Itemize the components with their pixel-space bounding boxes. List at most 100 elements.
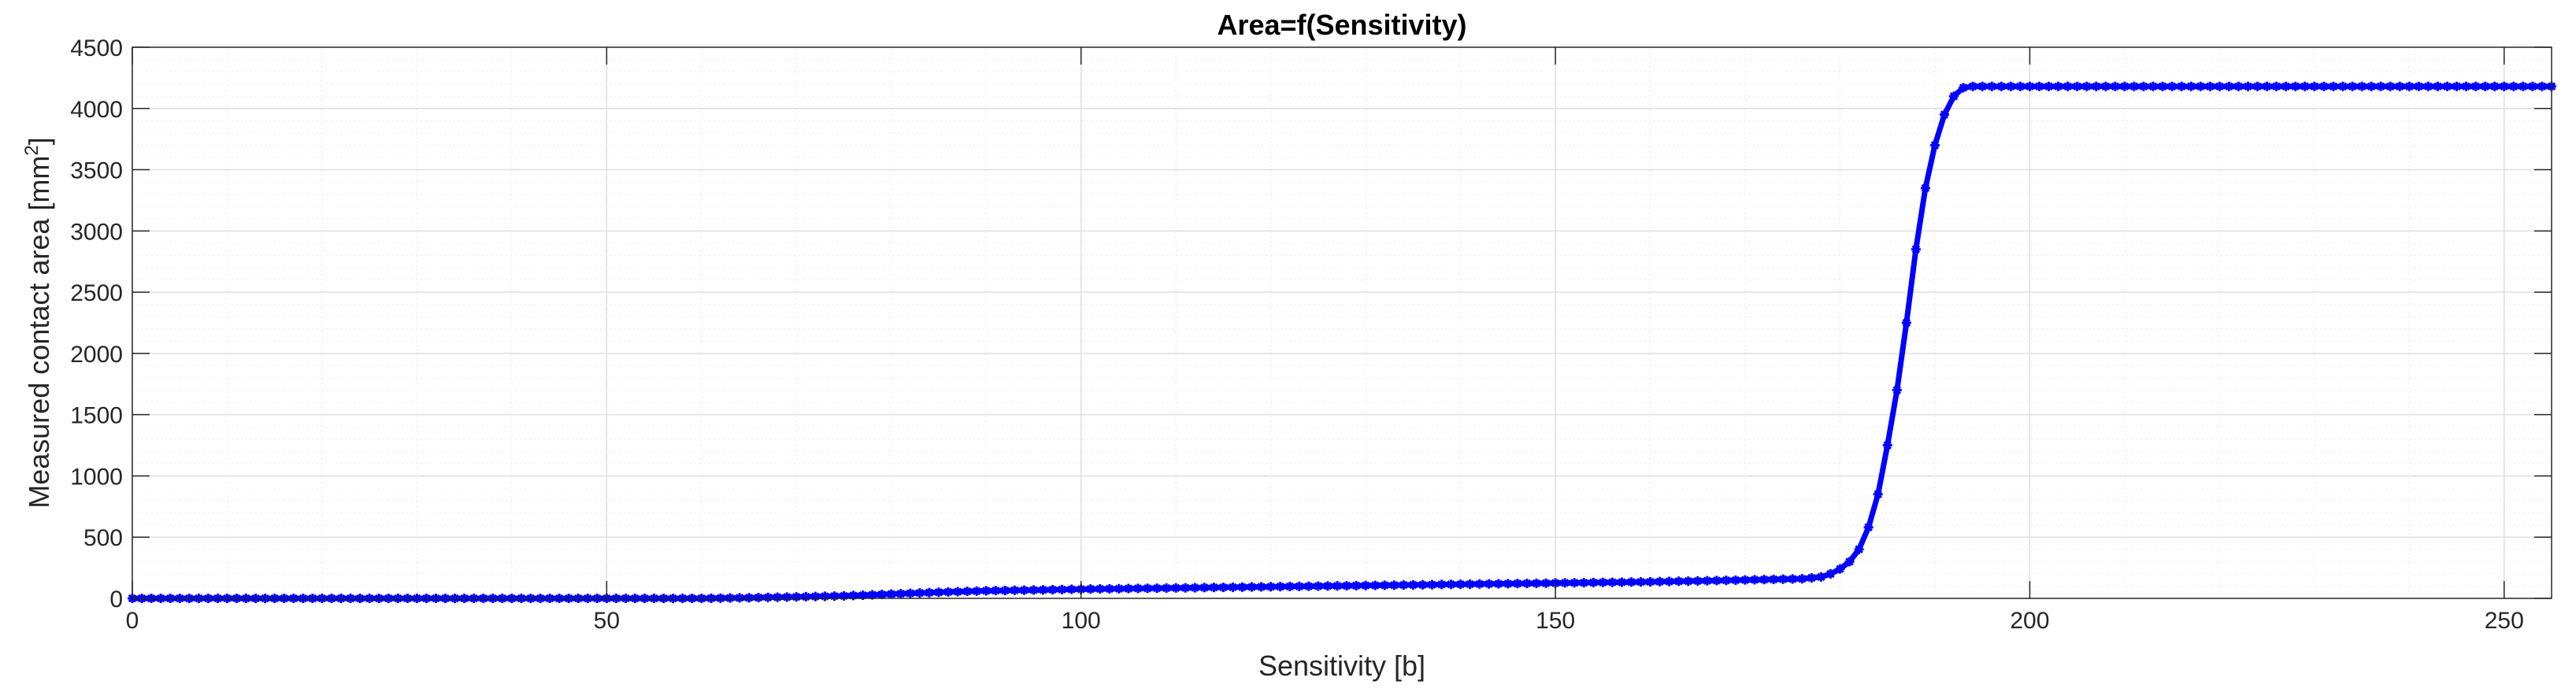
data-point [1987, 81, 1997, 91]
data-point [2328, 81, 2338, 91]
data-point [2233, 81, 2244, 91]
data-point [2015, 81, 2026, 91]
data-point [1303, 581, 1314, 591]
data-point [2309, 81, 2319, 91]
data-point [1427, 579, 1437, 590]
data-point [1959, 83, 1969, 93]
data-point [1095, 584, 1105, 594]
data-point [1143, 583, 1153, 594]
data-point [2499, 81, 2509, 91]
data-point [1474, 579, 1484, 589]
data-point [991, 586, 1001, 596]
data-point [2100, 81, 2111, 91]
data-point [2281, 81, 2291, 91]
data-point [1408, 579, 1418, 590]
tick-marks [132, 46, 2552, 599]
data-point [2508, 81, 2519, 91]
data-point [1066, 584, 1077, 594]
data-point [1171, 583, 1181, 593]
data-point [2452, 81, 2462, 91]
data-point [1531, 578, 1541, 588]
data-point [1342, 580, 1352, 590]
data-point [2025, 81, 2035, 91]
data-point [1010, 585, 1020, 595]
data-point [1636, 577, 1646, 587]
data-point [2271, 81, 2281, 91]
data-point [1835, 564, 1845, 574]
data-point [820, 591, 830, 602]
data-point [2158, 81, 2168, 91]
data-point [934, 587, 943, 598]
data-point [2290, 81, 2300, 91]
data-point [914, 588, 925, 598]
data-point [1750, 575, 1760, 585]
data-point [1218, 583, 1229, 592]
data-point [905, 588, 915, 598]
data-point [858, 590, 868, 600]
data-point [1740, 575, 1750, 585]
data-point [1929, 140, 1940, 150]
data-point [1029, 585, 1039, 595]
data-point [1570, 578, 1580, 588]
data-point [839, 590, 849, 601]
data-point [2034, 81, 2044, 91]
data-point [1399, 580, 1409, 590]
data-point [1294, 581, 1304, 591]
data-point [1190, 583, 1200, 593]
data-point [2044, 81, 2054, 91]
x-tick-label: 0 [126, 608, 139, 634]
data-point [2527, 81, 2537, 91]
data-point [1000, 585, 1010, 595]
data-point [1512, 579, 1522, 589]
data-point [2138, 81, 2148, 91]
data-point [1816, 572, 1826, 582]
data-point [2167, 81, 2178, 91]
data-point [2224, 81, 2234, 91]
data-point [1844, 557, 1855, 567]
data-point [829, 591, 840, 602]
data-point [1322, 581, 1332, 591]
data-point [2148, 81, 2159, 91]
data-point [1664, 576, 1674, 587]
data-point [801, 591, 811, 602]
data-point [1892, 385, 1902, 395]
data-point [1778, 574, 1788, 584]
data-point [1455, 579, 1466, 590]
data-point [1019, 585, 1029, 595]
data-point [886, 589, 896, 599]
data-point [1104, 583, 1114, 594]
data-point [1361, 580, 1371, 590]
data-point [1266, 582, 1276, 592]
data-point [2252, 81, 2263, 91]
data-point [1275, 582, 1285, 592]
data-point [2243, 81, 2253, 91]
y-axis-label-main: Measured contact area [mm [23, 156, 55, 509]
y-tick-label: 4000 [70, 97, 123, 123]
y-axis-label: Measured contact area [mm2] [21, 137, 55, 509]
x-tick-label: 200 [2010, 608, 2049, 634]
plot-frame [132, 46, 2552, 599]
y-axis-label-suffix: ] [23, 137, 55, 145]
data-point [2367, 81, 2377, 91]
data-point [2063, 81, 2073, 91]
data-point [1996, 81, 2007, 91]
data-point [2442, 81, 2452, 91]
data-point [1759, 575, 1770, 585]
data-point [1199, 583, 1210, 593]
data-point [1977, 81, 1988, 91]
data-point [1484, 579, 1494, 589]
data-point [2318, 81, 2329, 91]
data-point [1645, 577, 1655, 587]
data-point [1560, 578, 1570, 588]
data-point [1351, 580, 1362, 590]
data-point [1825, 568, 1836, 579]
data-point [1854, 544, 1864, 554]
data-point [763, 592, 773, 602]
data-point [2215, 81, 2225, 91]
data-point [1607, 577, 1618, 587]
data-point [1882, 440, 1892, 450]
data-point [1711, 576, 1722, 586]
data-point [1047, 584, 1058, 594]
data-point [2537, 81, 2547, 91]
